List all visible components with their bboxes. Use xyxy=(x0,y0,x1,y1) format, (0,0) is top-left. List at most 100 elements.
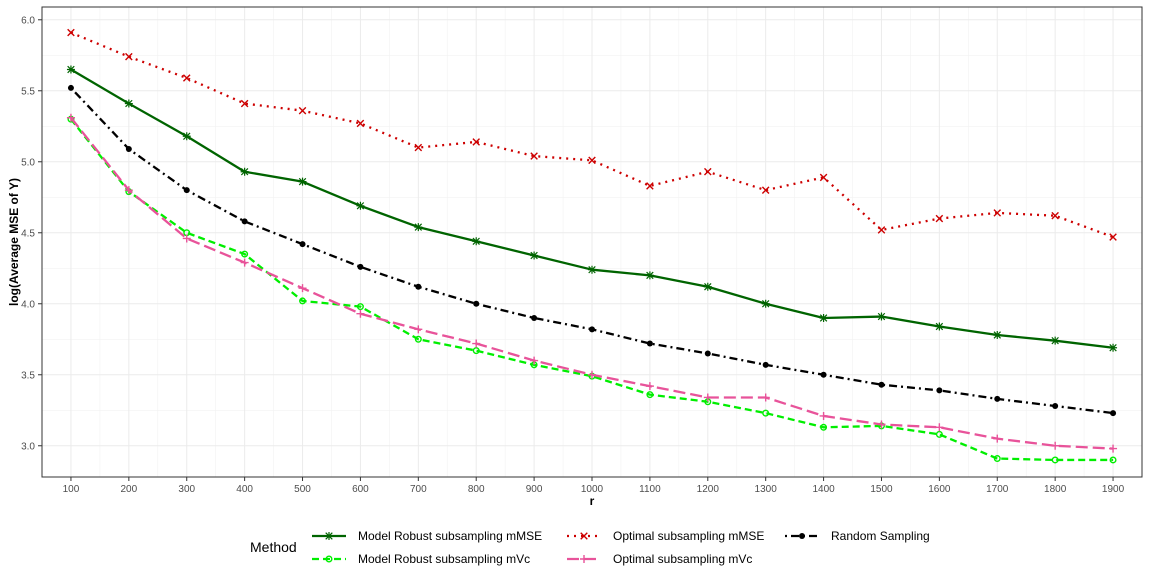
series-random-sampling xyxy=(67,84,1117,417)
data-point-model-robust-subsampling-mmse xyxy=(819,313,828,322)
y-tick-label: 3.0 xyxy=(21,441,35,452)
data-point-optimal-subsampling-mmse xyxy=(993,209,1002,217)
x-tick-label: 500 xyxy=(294,484,311,495)
data-point-model-robust-subsampling-mvc xyxy=(356,303,364,311)
x-tick-label: 800 xyxy=(468,484,485,495)
x-tick-label: 100 xyxy=(63,484,80,495)
data-point-random-sampling xyxy=(1110,410,1117,417)
legend-swatch-marker xyxy=(580,532,588,540)
series-layer xyxy=(66,28,1118,464)
legend-swatch-marker xyxy=(325,555,333,563)
data-point-optimal-subsampling-mvc xyxy=(819,411,828,420)
data-point-optimal-subsampling-mmse xyxy=(646,182,654,190)
x-tick-label: 1900 xyxy=(1102,484,1125,495)
data-point-optimal-subsampling-mmse xyxy=(414,143,423,152)
data-point-random-sampling xyxy=(473,300,480,307)
data-point-model-robust-subsampling-mvc xyxy=(472,347,480,355)
data-point-optimal-subsampling-mmse xyxy=(1051,211,1059,220)
data-point-optimal-subsampling-mmse xyxy=(877,226,886,234)
data-point-model-robust-subsampling-mvc xyxy=(993,455,1001,463)
grid-layer xyxy=(42,7,1142,477)
x-tick-label: 700 xyxy=(410,484,427,495)
legend-swatch-marker xyxy=(325,532,333,540)
legend-title: Method xyxy=(250,539,297,555)
legend-label: Model Robust subsampling mMSE xyxy=(358,529,542,543)
data-point-optimal-subsampling-mvc xyxy=(414,325,423,334)
data-point-model-robust-subsampling-mmse xyxy=(182,132,191,141)
data-point-optimal-subsampling-mvc xyxy=(645,382,654,391)
legend-swatch-marker xyxy=(580,555,588,563)
data-point-model-robust-subsampling-mmse xyxy=(877,312,886,321)
data-point-optimal-subsampling-mvc xyxy=(240,258,249,267)
x-tick-label: 1200 xyxy=(697,484,720,495)
series-optimal-subsampling-mmse xyxy=(67,28,1117,241)
legend-item-model-robust-subsampling-mvc: Model Robust subsampling mVc xyxy=(312,552,530,566)
y-tick-label: 3.5 xyxy=(21,370,35,381)
data-point-model-robust-subsampling-mmse xyxy=(414,223,423,232)
data-point-model-robust-subsampling-mvc xyxy=(935,430,943,438)
data-point-random-sampling xyxy=(241,218,248,225)
legend-label: Optimal subsampling mVc xyxy=(613,552,752,566)
data-point-random-sampling xyxy=(646,340,653,347)
data-point-optimal-subsampling-mmse xyxy=(588,156,596,165)
series-optimal-subsampling-mvc xyxy=(66,113,1118,453)
data-point-random-sampling xyxy=(589,326,595,333)
data-point-random-sampling xyxy=(1052,403,1059,410)
data-point-optimal-subsampling-mvc xyxy=(124,186,133,195)
data-point-optimal-subsampling-mvc xyxy=(935,423,944,432)
data-point-random-sampling xyxy=(531,314,538,321)
series-line-model-robust-subsampling-mvc xyxy=(70,118,1114,462)
y-tick-label: 5.0 xyxy=(21,157,35,168)
data-point-optimal-subsampling-mvc xyxy=(993,434,1002,443)
x-tick-label: 1600 xyxy=(928,484,951,495)
x-tick-label: 1400 xyxy=(812,484,835,495)
data-point-optimal-subsampling-mmse xyxy=(530,152,538,160)
data-point-model-robust-subsampling-mmse xyxy=(124,99,133,108)
data-point-optimal-subsampling-mvc xyxy=(1109,444,1118,453)
x-tick-label: 1800 xyxy=(1044,484,1067,495)
data-point-optimal-subsampling-mmse xyxy=(472,138,481,146)
x-tick-label: 900 xyxy=(526,484,543,495)
data-point-model-robust-subsampling-mmse xyxy=(356,201,365,210)
data-point-optimal-subsampling-mvc xyxy=(703,393,712,402)
data-point-random-sampling xyxy=(704,350,711,357)
data-point-model-robust-subsampling-mvc xyxy=(299,297,307,305)
data-point-optimal-subsampling-mvc xyxy=(877,420,886,429)
legend-label: Optimal subsampling mMSE xyxy=(613,529,764,543)
data-point-model-robust-subsampling-mmse xyxy=(298,177,307,186)
data-point-optimal-subsampling-mvc xyxy=(472,339,481,348)
x-tick-label: 1500 xyxy=(870,484,893,495)
data-point-model-robust-subsampling-mmse xyxy=(645,271,654,280)
data-point-optimal-subsampling-mmse xyxy=(298,106,307,115)
data-point-random-sampling xyxy=(820,371,827,378)
data-point-optimal-subsampling-mvc xyxy=(356,309,365,318)
data-point-optimal-subsampling-mmse xyxy=(819,173,828,182)
axis-layer: 100 200 300 400 500 600 700 800 900 1000 1100 1200 1… xyxy=(21,15,1125,495)
data-point-optimal-subsampling-mmse xyxy=(703,167,712,176)
data-point-model-robust-subsampling-mmse xyxy=(530,251,539,260)
data-point-optimal-subsampling-mmse xyxy=(356,119,365,128)
x-tick-label: 1000 xyxy=(581,484,604,495)
data-point-random-sampling xyxy=(183,187,190,194)
y-tick-label: 4.0 xyxy=(21,299,35,310)
x-tick-label: 600 xyxy=(352,484,369,495)
data-point-model-robust-subsampling-mvc xyxy=(646,391,654,399)
data-point-model-robust-subsampling-mmse xyxy=(588,265,596,274)
legend: Method Model Robust subsampling mMSE Mode… xyxy=(250,529,930,566)
data-point-random-sampling xyxy=(878,381,885,388)
data-point-optimal-subsampling-mvc xyxy=(761,393,770,402)
data-point-optimal-subsampling-mmse xyxy=(67,28,75,37)
data-point-random-sampling xyxy=(994,395,1001,402)
legend-item-optimal-subsampling-mvc: Optimal subsampling mVc xyxy=(567,552,752,566)
data-point-model-robust-subsampling-mvc xyxy=(820,423,828,431)
data-point-optimal-subsampling-mvc xyxy=(1051,441,1060,450)
data-point-optimal-subsampling-mmse xyxy=(125,52,133,61)
data-point-model-robust-subsampling-mvc xyxy=(241,250,249,258)
x-tick-label: 400 xyxy=(236,484,253,495)
data-point-random-sampling xyxy=(762,361,769,368)
data-point-optimal-subsampling-mmse xyxy=(182,74,191,82)
data-point-optimal-subsampling-mvc xyxy=(66,113,75,122)
legend-label: Model Robust subsampling mVc xyxy=(358,552,530,566)
legend-item-random-sampling: Random Sampling xyxy=(785,529,930,543)
data-point-model-robust-subsampling-mmse xyxy=(1109,343,1118,352)
